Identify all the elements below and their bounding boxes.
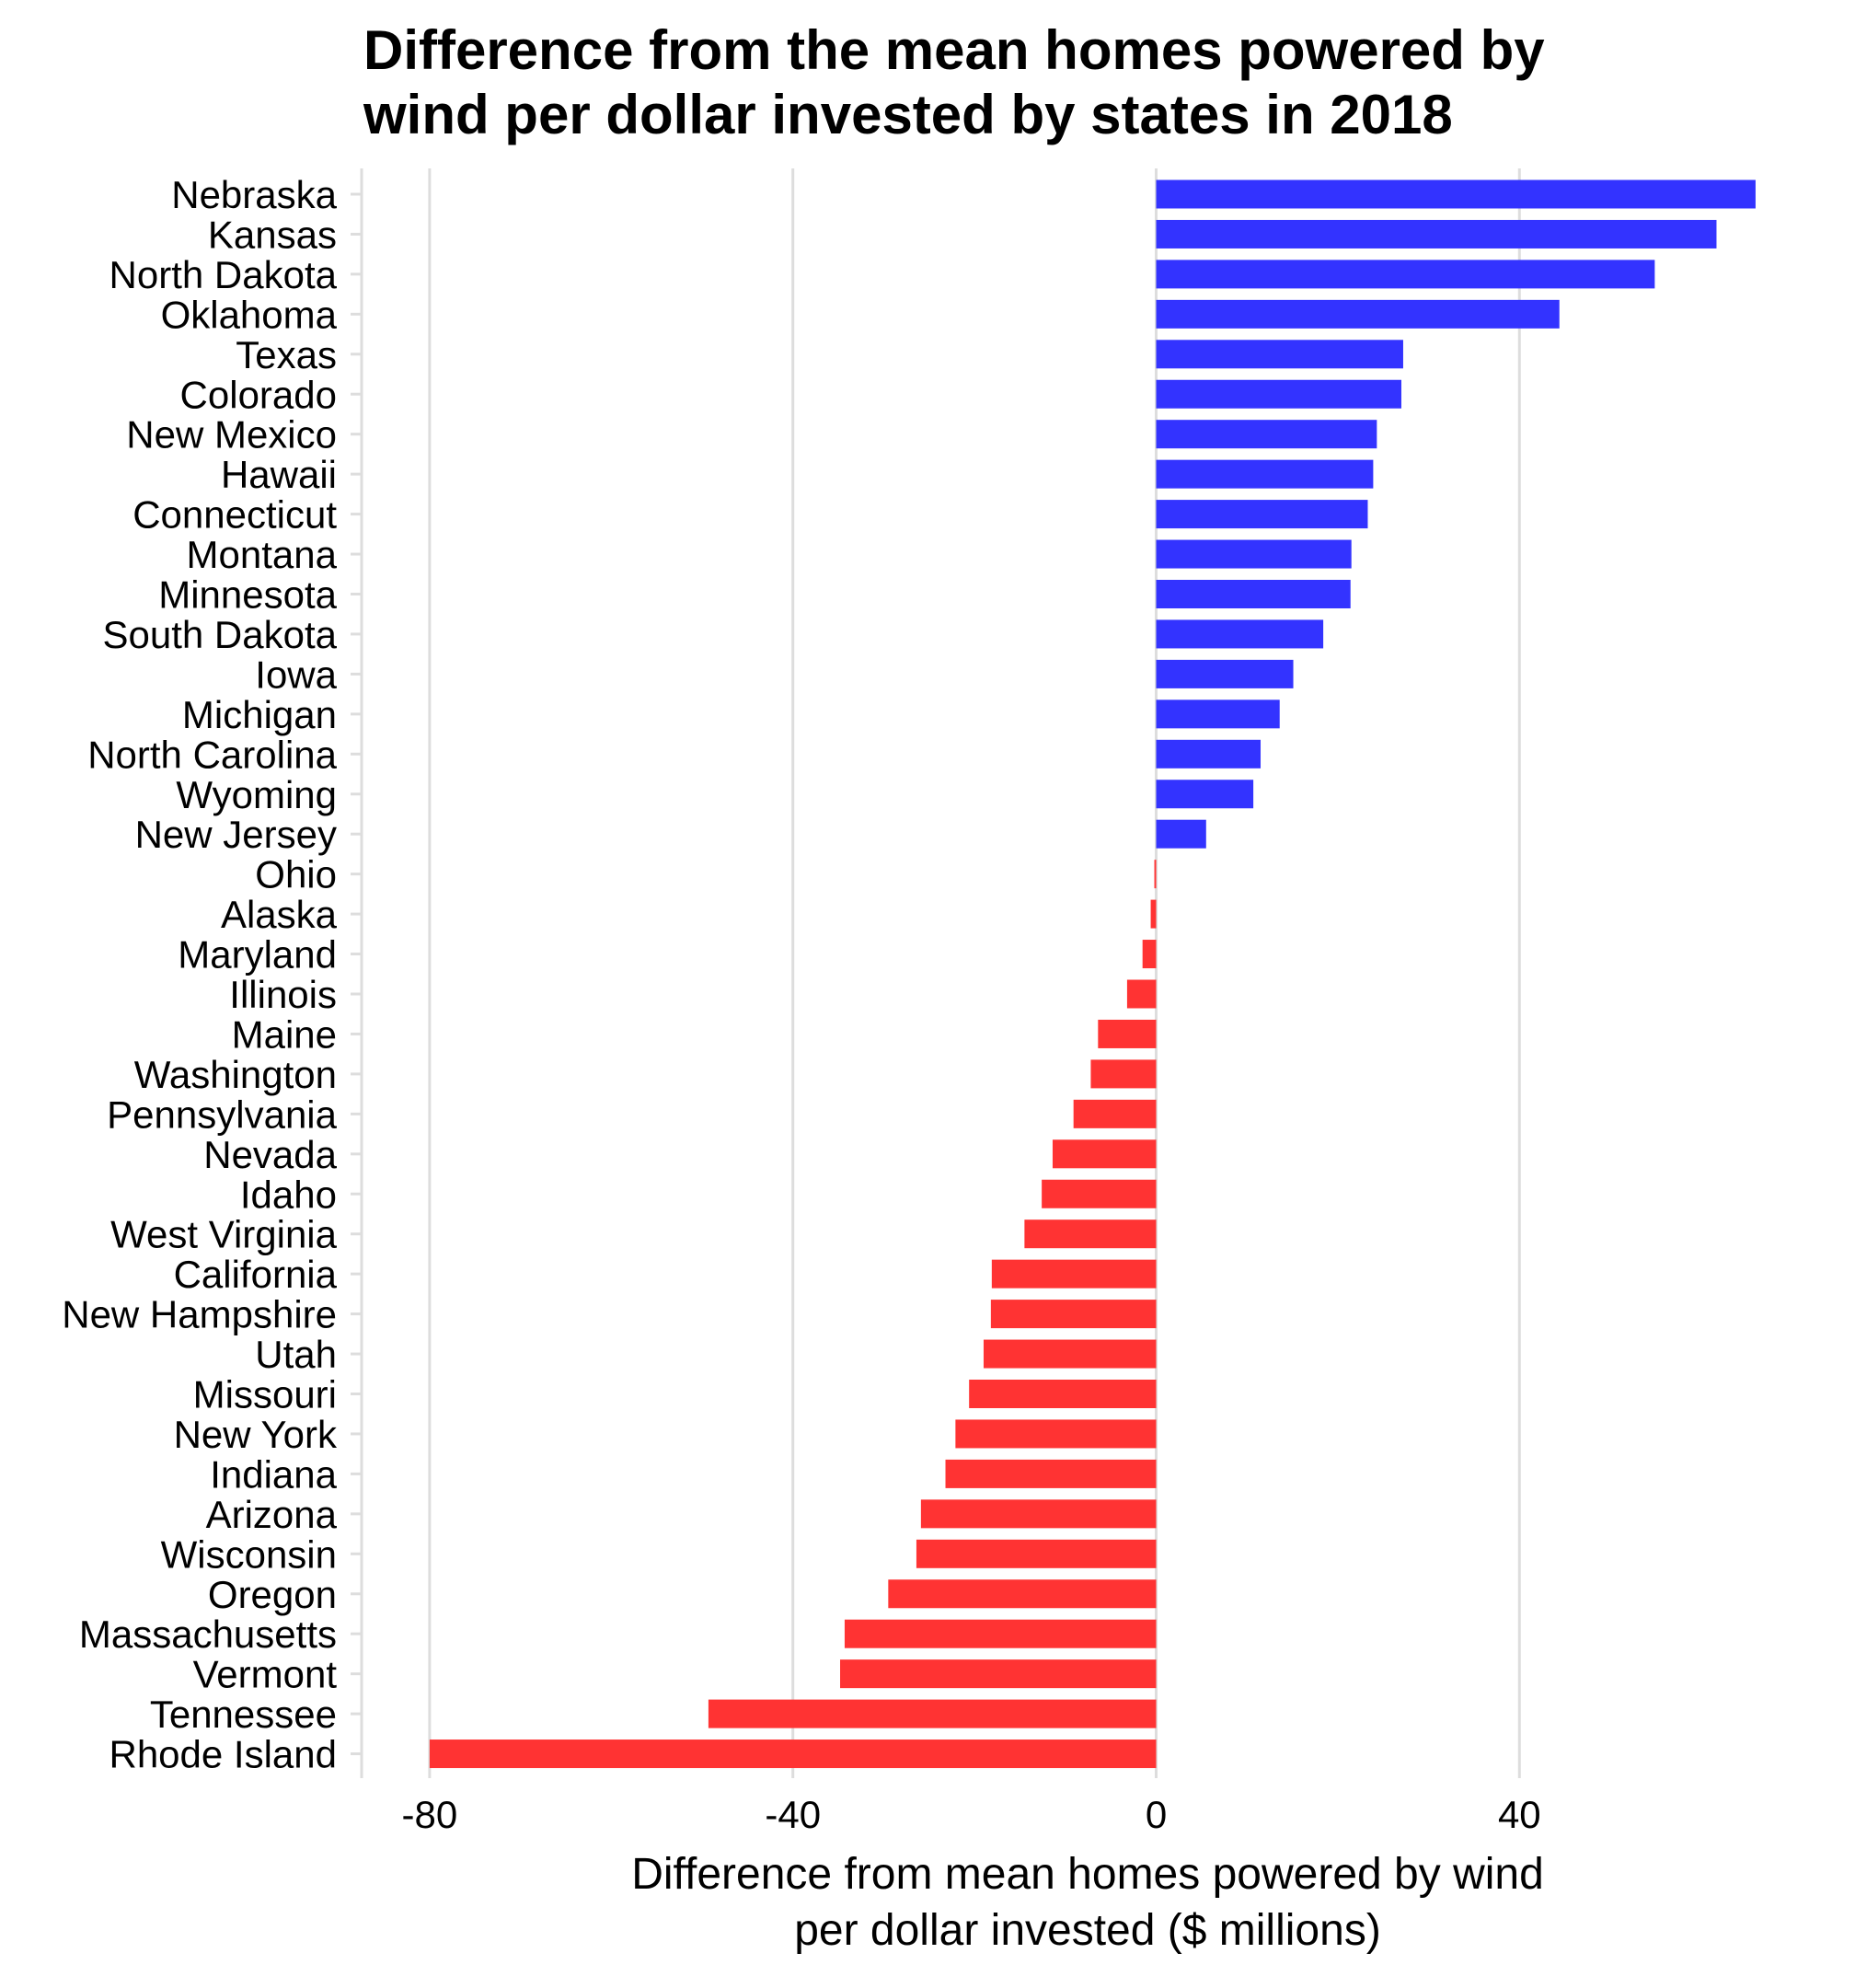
bar-montana [1156,539,1352,569]
bar-nevada [1052,1139,1157,1169]
x-tick-label: 40 [1498,1793,1541,1836]
y-tick-label: New Hampshire [62,1293,337,1336]
bar-idaho [1042,1179,1157,1208]
y-tick-label: Michigan [182,693,337,736]
y-tick-label: West Virginia [110,1213,338,1256]
y-tick-label: Maine [232,1012,337,1056]
x-tick-label: -40 [765,1793,821,1836]
bars [429,179,1756,1769]
y-tick-label: Texas [236,333,337,376]
x-axis-title-line-2: per dollar invested ($ millions) [794,1906,1381,1955]
bar-missouri [969,1380,1157,1408]
bar-texas [1156,340,1403,369]
y-tick-label: Nevada [203,1133,337,1176]
x-axis-title-line-1: Difference from mean homes powered by wi… [631,1850,1544,1899]
bar-arizona [920,1499,1157,1529]
bar-california [991,1259,1157,1289]
y-tick-label: Wisconsin [161,1532,337,1576]
y-tick-label: Minnesota [158,573,337,617]
y-tick-label: Idaho [240,1173,337,1216]
bar-wisconsin [916,1539,1157,1568]
bar-maine [1098,1019,1157,1048]
y-tick-label: Illinois [229,973,337,1016]
bar-massachusetts [844,1619,1157,1648]
bar-alaska [1150,899,1157,929]
y-tick-label: New Mexico [126,413,337,457]
bar-oklahoma [1156,299,1560,329]
y-tick-label: Wyoming [176,773,337,816]
chart-title: Difference from the mean homes powered b… [363,19,1545,145]
chart-title-line-2: wind per dollar invested by states in 20… [363,84,1453,145]
y-tick-label: North Dakota [109,253,338,296]
y-tick-label: Arizona [206,1493,338,1536]
bar-iowa [1156,659,1294,688]
y-tick-label: Indiana [210,1452,337,1496]
bar-washington [1090,1059,1157,1089]
bar-rhode-island [429,1740,1157,1769]
y-tick-label: North Carolina [87,733,337,776]
bar-wyoming [1156,780,1254,809]
y-tick-label: Washington [134,1053,337,1096]
y-tick-label: Montana [187,533,338,576]
bar-north-carolina [1156,739,1262,769]
bar-new-jersey [1156,819,1206,849]
bar-oregon [888,1579,1157,1609]
y-tick-label: Massachusetts [79,1612,337,1656]
chart-title-line-1: Difference from the mean homes powered b… [363,19,1545,81]
bar-ohio [1154,860,1157,889]
y-tick-label: Vermont [193,1653,338,1696]
x-axis: -80 -40 0 40 [402,1793,1541,1836]
bar-new-york [955,1419,1157,1449]
bar-pennsylvania [1073,1099,1157,1128]
bar-new-mexico [1156,420,1377,449]
y-tick-label: Pennsylvania [107,1092,337,1136]
y-tick-label: Oregon [208,1573,337,1616]
y-tick-label: Utah [255,1333,337,1376]
bar-michigan [1156,699,1280,729]
y-tick-label: Kansas [208,213,337,256]
x-tick-label: 0 [1146,1793,1167,1836]
bar-utah [983,1339,1157,1369]
bar-new-hampshire [990,1300,1157,1329]
bar-west-virginia [1024,1219,1157,1249]
bar-illinois [1126,979,1157,1009]
bar-north-dakota [1156,260,1655,289]
y-tick-label: Missouri [193,1373,337,1416]
y-tick-label: South Dakota [102,613,337,656]
bar-connecticut [1156,500,1368,529]
y-tick-label: Rhode Island [109,1733,337,1776]
y-tick-label: Iowa [255,653,337,696]
y-tick-label: New York [174,1413,338,1456]
y-tick-label: Nebraska [171,173,337,216]
bar-maryland [1142,940,1157,969]
bar-colorado [1156,379,1401,409]
y-tick-label: Oklahoma [161,293,338,336]
bar-kansas [1156,219,1717,248]
bar-vermont [840,1659,1157,1689]
y-tick-label: Ohio [255,853,337,896]
x-axis-title: Difference from mean homes powered by wi… [631,1850,1544,1955]
y-tick-label: Tennessee [150,1693,337,1736]
bar-south-dakota [1156,619,1324,649]
y-tick-label: Maryland [178,933,337,977]
y-tick-label: California [174,1253,338,1296]
y-tick-label: Colorado [180,373,337,416]
y-tick-label: Hawaii [221,453,337,496]
y-tick-label: Connecticut [132,493,337,537]
bar-nebraska [1156,179,1756,209]
bar-minnesota [1156,580,1351,608]
gridlines [428,168,1521,1778]
x-tick-label: -80 [402,1793,458,1836]
y-tick-label: New Jersey [135,813,337,856]
y-tick-label: Alaska [221,893,338,936]
bar-hawaii [1156,459,1374,489]
bar-indiana [945,1459,1157,1488]
bar-tennessee [708,1699,1157,1728]
